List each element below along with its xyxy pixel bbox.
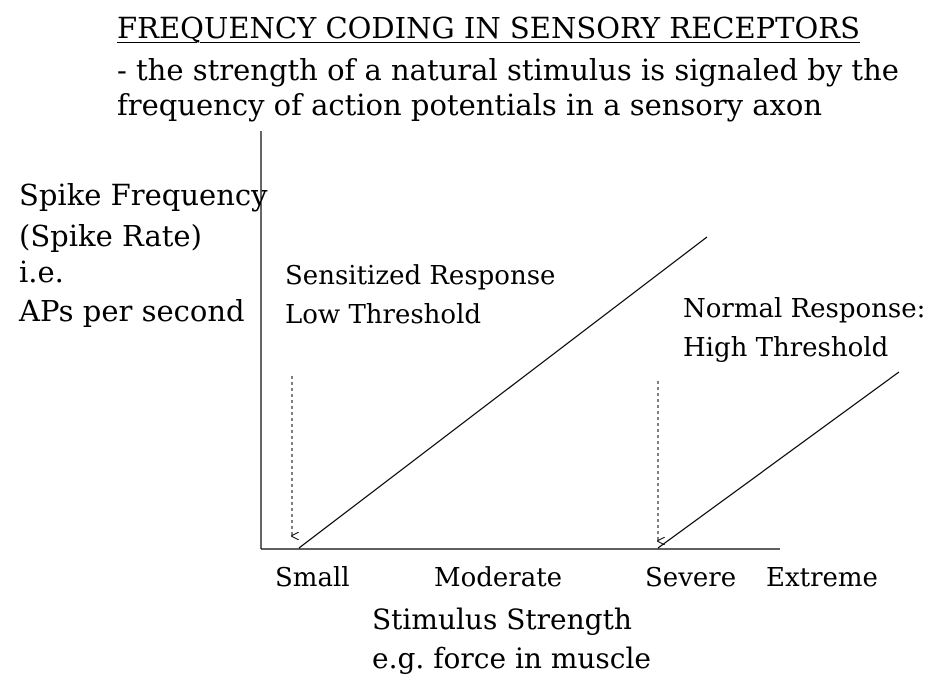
x-tick-moderate: Moderate (434, 563, 563, 593)
normal-response-label: Normal Response: (683, 294, 926, 324)
x-axis-label-line-1: Stimulus Strength (372, 603, 632, 636)
high-threshold-label: High Threshold (683, 333, 889, 363)
diagram-title: FREQUENCY CODING IN SENSORY RECEPTORS (117, 11, 860, 45)
y-axis-label-line-4: APs per second (19, 294, 245, 328)
y-axis-label-line-3: i.e. (19, 255, 64, 289)
y-axis-label-line-1: Spike Frequency (19, 178, 268, 212)
x-tick-small: Small (275, 563, 350, 593)
sensitized-response-line (298, 236, 708, 549)
subtitle-line-1: - the strength of a natural stimulus is … (117, 53, 899, 87)
normal-response-line (657, 371, 900, 549)
low-threshold-label: Low Threshold (285, 300, 482, 330)
x-tick-severe: Severe (645, 563, 737, 593)
x-axis-label-line-2: e.g. force in muscle (372, 642, 652, 675)
y-axis-label-line-2: (Spike Rate) (19, 219, 202, 253)
subtitle-line-2: frequency of action potentials in a sens… (117, 88, 823, 122)
x-tick-extreme: Extreme (766, 563, 878, 593)
sensitized-response-label: Sensitized Response (285, 261, 556, 291)
